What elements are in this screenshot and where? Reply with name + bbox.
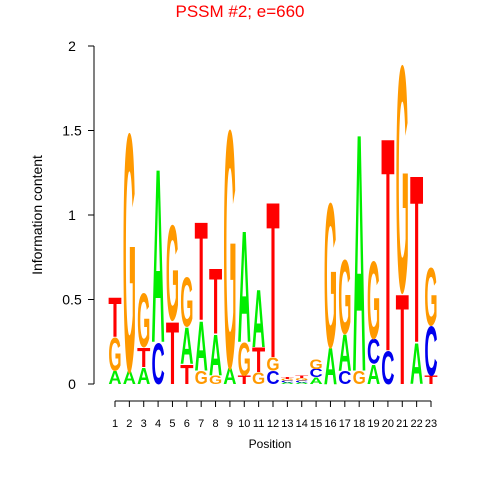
logo-letter: T (137, 342, 151, 373)
logo-letter: A (281, 382, 295, 385)
logo-letter: G (424, 250, 437, 343)
logo-letter: T (238, 373, 252, 386)
x-tick-label: 16 (324, 418, 336, 430)
x-tick-label: 6 (184, 418, 190, 430)
y-tick-label: 0.5 (62, 292, 82, 308)
logo-letter: A (137, 364, 150, 390)
x-tick-label: 18 (353, 418, 365, 430)
x-axis-label: Position (249, 437, 292, 451)
logo-letter: T (295, 375, 309, 379)
logo-letter: T (209, 249, 222, 354)
logo-letter: G (209, 374, 222, 387)
logo-letter: C (367, 332, 380, 371)
logo-letter: C (151, 333, 164, 398)
logo-letter: A (195, 306, 208, 385)
logo-letter: T (195, 194, 208, 351)
logo-letter: T (381, 74, 394, 415)
x-tick-label: 4 (155, 418, 161, 430)
logo-letter: C (381, 342, 394, 395)
x-tick-label: 5 (169, 418, 175, 430)
x-tick-label: 19 (367, 418, 379, 430)
logo-letter: A (410, 333, 423, 398)
logo-letter: C (266, 367, 279, 388)
logo-letter: A (295, 382, 309, 385)
x-tick-label: 22 (411, 418, 423, 430)
x-tick-label: 21 (396, 418, 408, 430)
logo-letter: A (123, 367, 136, 388)
logo-letter: A (180, 318, 193, 375)
logo-letter: G (223, 61, 236, 441)
logo-letter: T (266, 156, 279, 405)
logo-letter: G (252, 369, 265, 388)
chart-title: PSSM #2; e=660 (175, 2, 304, 21)
x-tick-label: 10 (238, 418, 250, 430)
x-tick-label: 12 (267, 418, 279, 430)
x-tick-label: 13 (281, 418, 293, 430)
x-tick-label: 9 (227, 418, 233, 430)
logo-letter: G (137, 276, 150, 363)
x-tick-label: 23 (425, 418, 437, 430)
logo-letter: G (396, 0, 409, 360)
x-tick-label: 15 (310, 418, 322, 430)
x-tick-label: 20 (382, 418, 394, 430)
y-axis-label: Information content (29, 155, 45, 275)
logo-letter: T (180, 359, 194, 390)
logo-letter: A (324, 339, 337, 396)
y-tick-label: 1 (68, 207, 76, 223)
x-tick-label: 17 (339, 418, 351, 430)
y-tick-label: 2 (68, 38, 76, 54)
logo-letter: T (396, 267, 409, 412)
logo-letter: G (309, 357, 322, 372)
logo-letter: G (166, 196, 179, 349)
logo-letter: G (367, 239, 380, 362)
logo-letter: T (166, 303, 179, 403)
logo-letter: A (367, 359, 380, 391)
logo-letter: A (338, 325, 351, 382)
logo-letter: A (151, 117, 164, 395)
logo-letter: C (338, 367, 351, 388)
logo-letter: G (295, 377, 308, 381)
logo-letter: T (424, 373, 438, 386)
x-tick-label: 7 (198, 418, 204, 430)
logo-letter: A (238, 198, 251, 376)
logo-letter: G (266, 354, 279, 375)
logo-letter: G (353, 367, 366, 388)
y-tick-label: 1.5 (62, 123, 82, 139)
logo-letter: G (195, 367, 208, 388)
logo-letter: A (252, 272, 265, 364)
logo-letter: G (324, 161, 337, 392)
logo-letter: A (223, 364, 236, 390)
y-tick-label: 0 (68, 376, 76, 392)
x-tick-label: 14 (296, 418, 308, 430)
logo-letter: A (209, 324, 222, 389)
logo-letter: G (281, 378, 294, 381)
logo-letter: A (353, 64, 366, 444)
logo-letter: G (180, 263, 193, 341)
logo-letter: T (281, 377, 295, 380)
x-tick-label: 3 (141, 418, 147, 430)
logo-letter: A (108, 367, 121, 388)
x-tick-label: 11 (253, 418, 264, 430)
logo-letter: A (309, 376, 323, 386)
logo-letter: G (238, 334, 251, 386)
x-tick-label: 1 (112, 418, 118, 430)
logo-letter: G (108, 329, 121, 381)
logo-letter: T (252, 342, 265, 381)
logo-letter: T (410, 126, 423, 394)
x-tick-label: 2 (126, 418, 132, 430)
logo-letter: G (123, 64, 136, 444)
logo-letter: C (309, 367, 322, 380)
logo-letter: G (338, 240, 351, 357)
logo-letter: C (295, 380, 309, 383)
logo-letter: C (424, 311, 437, 390)
logo-letter: C (281, 380, 295, 383)
x-tick-label: 8 (212, 418, 218, 430)
logo-letter: T (108, 287, 121, 350)
